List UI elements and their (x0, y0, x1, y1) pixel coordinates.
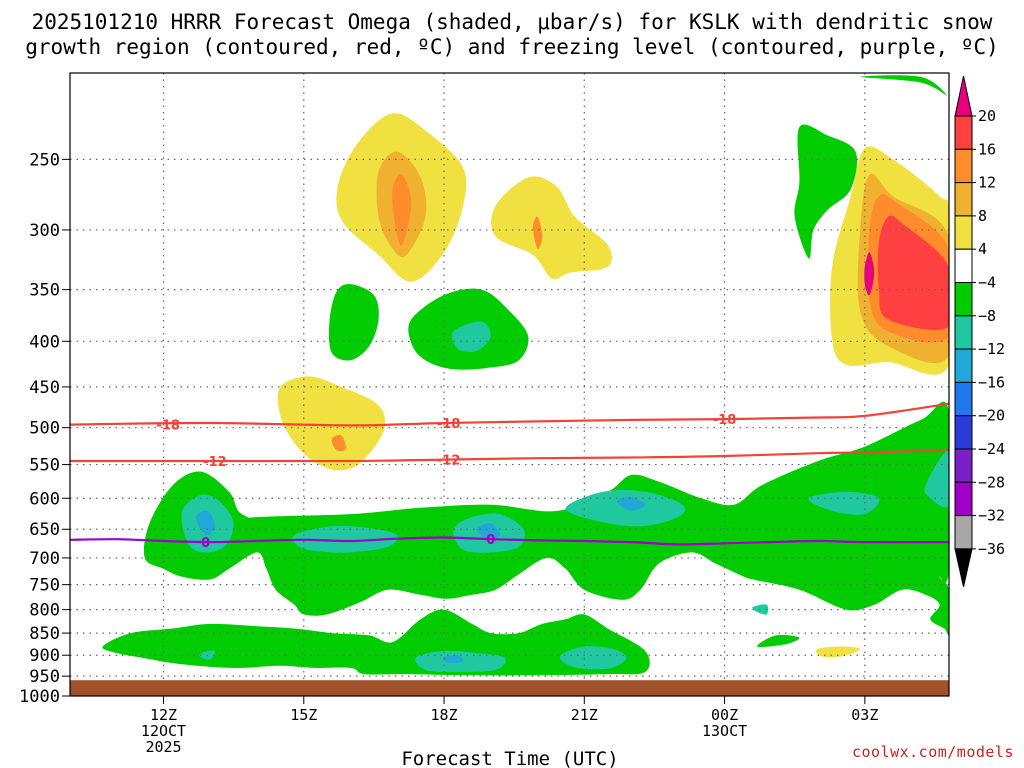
omega-region-neg12 (451, 321, 491, 353)
y-tick-label: 950 (29, 667, 60, 687)
colorbar-label: −12 (978, 340, 1005, 358)
omega-region-neg16 (476, 523, 501, 539)
y-tick-label: 600 (29, 489, 60, 509)
y-tick-label: 1000 (19, 687, 60, 707)
omega-region-12 (532, 216, 543, 249)
temp-contour-minus12 (70, 449, 949, 463)
omega-region-neg8 (794, 124, 858, 259)
x-tick-label: 03Z (851, 706, 878, 724)
contour-label: -12 (203, 455, 227, 470)
omega-region-neg16 (443, 655, 464, 664)
omega-region-neg8 (102, 609, 650, 676)
credit-link[interactable]: coolwx.com/models (851, 743, 1014, 761)
colorbar-top-triangle (954, 75, 973, 117)
x-tick-label: 15Z (290, 706, 317, 724)
omega-region-neg8 (143, 401, 949, 636)
omega-region-neg8 (757, 634, 800, 648)
chart-title-line1: 2025101210 HRRR Forecast Omega (shaded, … (31, 10, 993, 34)
omega-region-neg12 (292, 525, 399, 553)
y-tick-label: 350 (29, 281, 60, 301)
colorbar-swatch (954, 215, 973, 250)
colorbar-label: 20 (978, 107, 996, 125)
colorbar-label: 4 (978, 240, 987, 258)
contour-label: 0 (201, 536, 210, 551)
x-tick-label: 2025 (145, 738, 181, 756)
x-tick-label: 13OCT (702, 722, 747, 740)
omega-region-12 (331, 434, 347, 452)
colorbar-label: −32 (978, 507, 1005, 525)
y-tick-label: 400 (29, 332, 60, 352)
colorbar-swatch (954, 248, 973, 283)
surface-ground (70, 680, 949, 696)
omega-region-neg12 (924, 450, 949, 508)
colorbar-swatch (954, 481, 973, 517)
omega-region-4 (491, 176, 613, 280)
plot-frame (69, 72, 950, 697)
y-tick-label: 450 (29, 378, 60, 398)
temp-contour-minus18 (70, 402, 949, 427)
colorbar-swatch (954, 515, 973, 550)
y-tick-label: 750 (29, 576, 60, 596)
colorbar-swatch (954, 182, 973, 217)
omega-region-12 (392, 174, 412, 246)
omega-region-neg12 (808, 491, 880, 515)
y-tick-label: 500 (29, 419, 60, 439)
omega-region-20 (864, 252, 875, 296)
x-tick-label: 12OCT (141, 722, 186, 740)
contour-label: 0 (486, 533, 495, 548)
y-tick-label: 900 (29, 646, 60, 666)
colorbar-label: −24 (978, 440, 1005, 458)
colorbar-bottom-triangle (954, 548, 973, 588)
omega-region-neg8 (328, 284, 379, 361)
omega-region-16 (877, 215, 949, 330)
x-tick-label: 18Z (430, 706, 457, 724)
colorbar-swatch (954, 315, 973, 350)
colorbar-swatch (954, 282, 973, 317)
contour-label: -18 (156, 419, 180, 434)
colorbar-label: 8 (978, 207, 987, 225)
y-tick-label: 700 (29, 549, 60, 569)
contour-label: -18 (713, 413, 737, 428)
colorbar-label: 12 (978, 174, 996, 192)
y-tick-label: 650 (29, 520, 60, 540)
colorbar-label: −4 (978, 274, 996, 292)
colorbar-label: 16 (978, 140, 996, 158)
x-tick-label: 00Z (711, 706, 738, 724)
y-tick-label: 300 (29, 221, 60, 241)
x-axis-title: Forecast Time (UTC) (401, 748, 618, 768)
contour-label: -18 (437, 417, 461, 432)
y-tick-label: 850 (29, 624, 60, 644)
omega-region-4 (815, 646, 861, 658)
omega-region-neg16 (617, 496, 646, 512)
omega-region-neg12 (559, 646, 627, 670)
x-tick-label: 21Z (571, 706, 598, 724)
colorbar-swatch (954, 148, 973, 184)
omega-region-neg8 (860, 75, 947, 96)
x-tick-label: 12Z (150, 706, 177, 724)
colorbar-label: −36 (978, 540, 1005, 558)
colorbar-swatch (954, 415, 973, 450)
colorbar-swatch (954, 348, 973, 383)
colorbar-label: −28 (978, 473, 1005, 491)
colorbar-swatch (954, 115, 973, 150)
freezing-level-contour (70, 536, 949, 546)
y-tick-label: 800 (29, 601, 60, 621)
contour-label: -12 (437, 454, 461, 469)
omega-region-4 (277, 376, 386, 471)
colorbar-label: −16 (978, 373, 1005, 391)
chart-title-line2: growth region (contoured, red, ºC) and f… (25, 35, 999, 59)
y-tick-label: 250 (29, 150, 60, 170)
colorbar-swatch (954, 448, 973, 483)
colorbar-label: −8 (978, 307, 996, 325)
y-tick-label: 550 (29, 456, 60, 476)
colorbar-swatch (954, 381, 973, 417)
colorbar-label: −20 (978, 407, 1005, 425)
